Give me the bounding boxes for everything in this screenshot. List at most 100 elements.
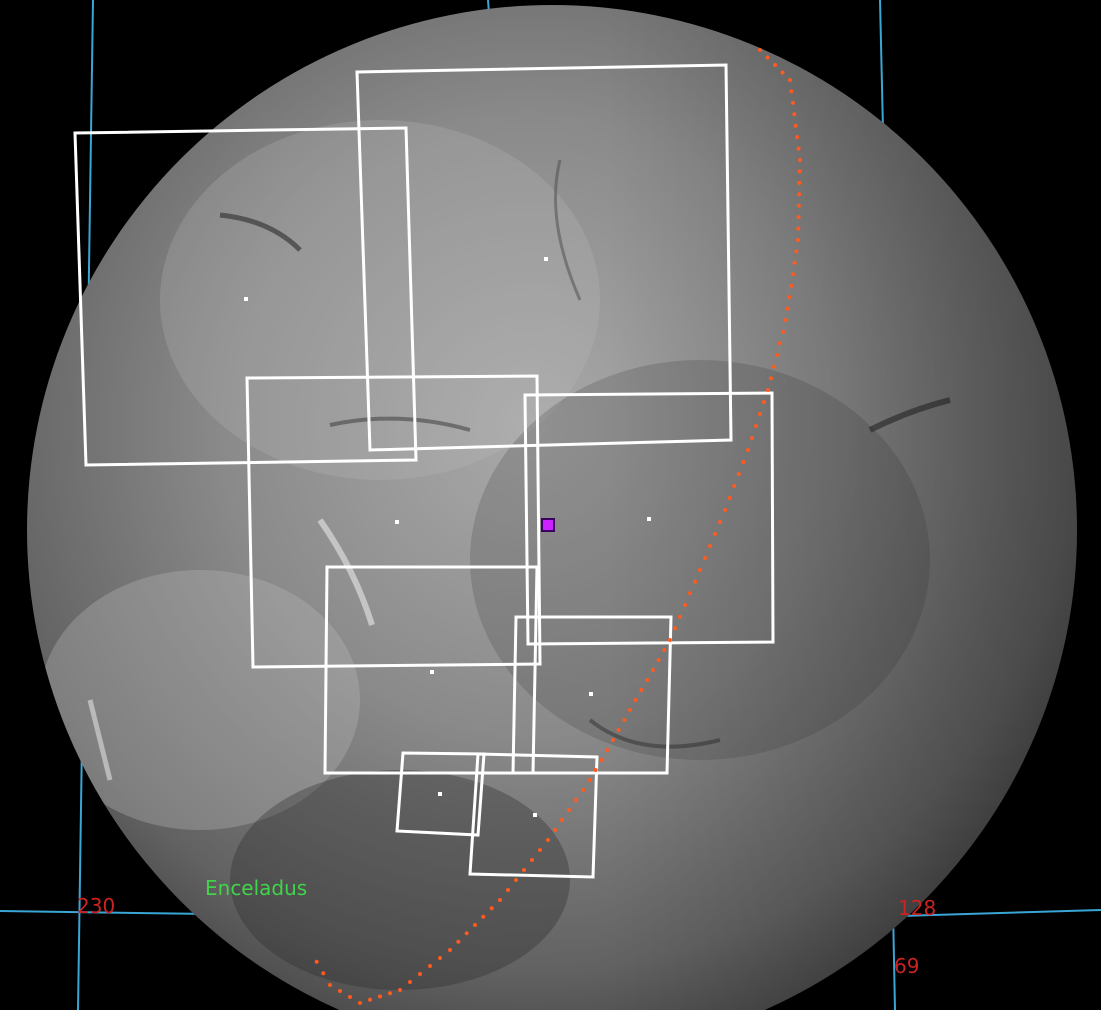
- ground-track-dot: [314, 959, 319, 964]
- ground-track-dot: [428, 964, 432, 968]
- ground-track-dot: [772, 364, 776, 369]
- footprint[interactable]: [468, 752, 599, 879]
- ground-track-dot: [781, 329, 785, 334]
- ground-track-dot: [560, 818, 564, 822]
- ground-track-dot: [616, 728, 621, 732]
- ground-track-dot: [746, 448, 750, 452]
- footprint-center-dot: [244, 297, 248, 301]
- ground-track-dot: [639, 688, 644, 692]
- grid-parallel-left: [0, 910, 211, 915]
- ground-track-dot: [656, 658, 661, 662]
- ground-track-dot: [574, 798, 578, 802]
- ground-track-dot: [713, 532, 717, 536]
- ground-track-dot: [736, 472, 741, 476]
- footprint-center-dot: [438, 792, 442, 796]
- ground-track-dot: [567, 808, 571, 812]
- ground-track-dot: [792, 112, 797, 117]
- footprint-center-dot: [395, 520, 399, 524]
- ground-track-dot: [698, 568, 702, 572]
- ground-track-dot: [741, 460, 746, 464]
- footprint-center-dot: [430, 670, 434, 674]
- ground-track-dot: [546, 838, 550, 842]
- ground-track-dot: [662, 648, 667, 652]
- ground-track-dot: [727, 496, 732, 500]
- footprint[interactable]: [395, 751, 486, 837]
- ground-track-dot: [398, 988, 402, 992]
- ground-track-dot: [538, 848, 542, 852]
- ground-track-dot: [622, 718, 627, 722]
- ground-track-dot: [778, 341, 782, 346]
- ground-track-dot: [790, 272, 795, 277]
- ground-track-dot: [673, 626, 677, 631]
- ground-track-dot: [438, 956, 442, 960]
- ground-track-dot: [650, 668, 655, 672]
- ground-track-dot: [464, 931, 469, 936]
- ground-track-dot: [797, 192, 802, 197]
- footprint-center-dot: [533, 813, 537, 817]
- ground-track-dot: [628, 708, 632, 712]
- footprint[interactable]: [523, 391, 775, 646]
- ground-track-dot: [378, 994, 382, 999]
- footprint-centers: [244, 257, 651, 817]
- ground-track-dot: [785, 306, 790, 311]
- ground-track-dot: [723, 508, 727, 512]
- ground-track-dot: [581, 788, 585, 792]
- ground-track-dot: [678, 614, 682, 619]
- image-footprints[interactable]: [73, 63, 775, 879]
- ground-track-dot: [530, 858, 534, 862]
- ground-track-dot: [633, 698, 638, 702]
- magenta-square-icon[interactable]: [541, 518, 555, 532]
- ground-track-dot: [683, 603, 687, 607]
- ground-track-dot: [368, 997, 372, 1002]
- ground-track-dot: [514, 878, 518, 882]
- ground-track-dot: [793, 123, 798, 128]
- ground-track-dot: [448, 948, 452, 952]
- spacecraft-ground-track: [314, 48, 802, 1005]
- ground-track-dot: [789, 89, 794, 94]
- ground-track-dot: [792, 260, 797, 265]
- footprint[interactable]: [355, 63, 733, 452]
- ground-track-dot: [321, 971, 326, 976]
- ground-track-dot: [522, 868, 526, 872]
- ground-track-dot: [789, 283, 794, 288]
- ground-track-dot: [610, 738, 615, 742]
- grid-label-right: 128: [898, 896, 937, 920]
- ground-track-dot: [798, 158, 802, 162]
- ground-track-dot: [718, 520, 722, 524]
- footprint[interactable]: [73, 126, 418, 467]
- ground-track-dot: [688, 591, 692, 596]
- footprint-center-dot: [647, 517, 651, 521]
- ground-track-dot: [788, 78, 792, 82]
- body-label: Enceladus: [205, 876, 308, 900]
- grid-label-left: 230: [77, 894, 116, 918]
- ground-track-dot: [754, 424, 758, 428]
- ground-track-dot: [784, 318, 788, 322]
- ground-track-dot: [758, 412, 762, 416]
- ground-track-dot: [473, 923, 477, 927]
- ground-track-dot: [481, 914, 486, 919]
- ground-track-dot: [553, 828, 557, 832]
- ground-track-dot: [796, 146, 801, 151]
- ground-track-dot: [758, 48, 762, 52]
- ground-track-dot: [775, 353, 779, 357]
- ground-track-dot: [708, 544, 712, 548]
- ground-track-dot: [358, 1001, 362, 1005]
- footprint[interactable]: [245, 374, 542, 669]
- ground-track-dot: [773, 63, 777, 67]
- ground-track-dot: [769, 376, 773, 381]
- ground-track-dot: [605, 748, 610, 752]
- ground-track-dot: [796, 226, 801, 231]
- ground-track-dot: [599, 758, 604, 762]
- ground-track-dot: [348, 995, 352, 999]
- grid-meridian-east-top: [879, 0, 884, 131]
- ground-track-dot: [780, 70, 785, 75]
- ground-track-dot: [787, 295, 792, 300]
- footprint[interactable]: [511, 615, 673, 775]
- ground-track-dot: [796, 203, 801, 208]
- ground-track-dot: [762, 400, 766, 404]
- ground-track-dot: [795, 135, 800, 140]
